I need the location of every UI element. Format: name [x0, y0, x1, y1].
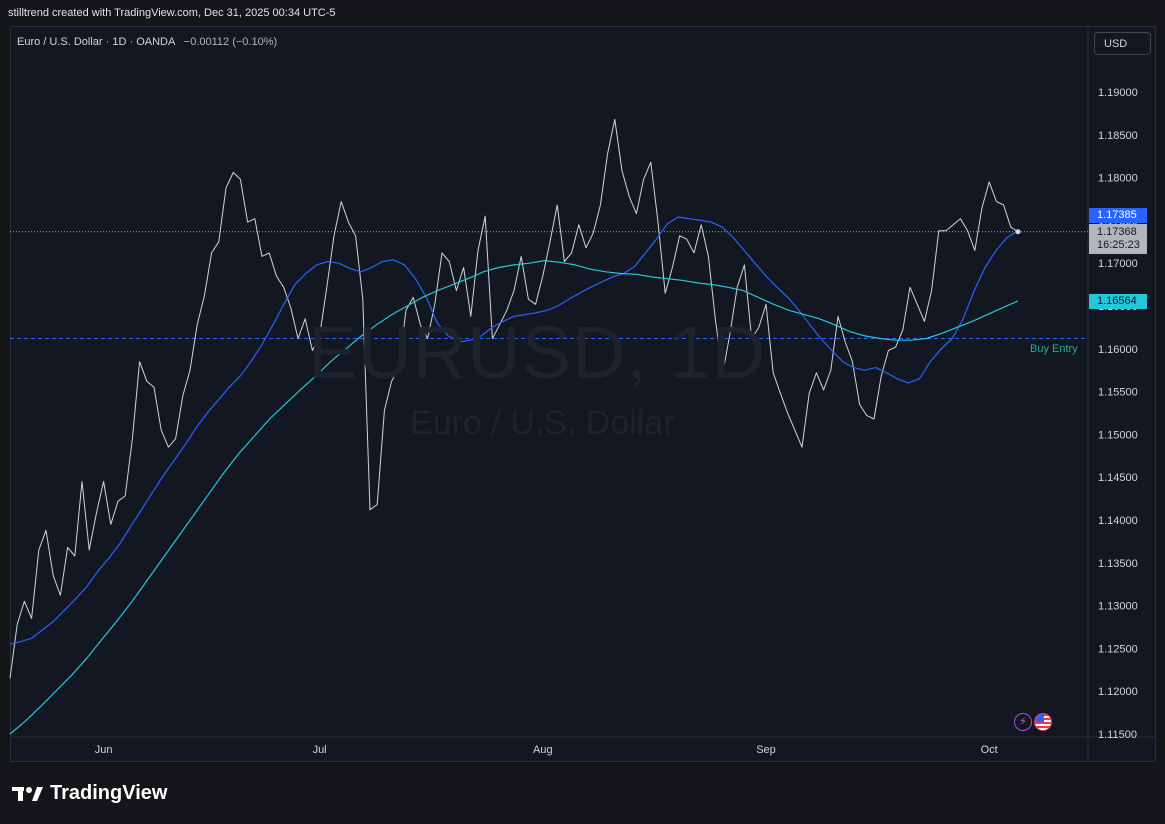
buy-entry-label: Buy Entry: [1030, 343, 1078, 355]
last-price-tag: 1.17368 16:25:23: [1089, 224, 1147, 254]
symbol-watermark-description: Euro / U.S. Dollar: [410, 404, 675, 442]
x-tick-label: Jun: [95, 744, 113, 756]
y-tick-label: 1.17000: [1098, 258, 1138, 270]
y-tick-label: 1.15000: [1098, 429, 1138, 441]
tradingview-logo-icon: [12, 786, 43, 801]
y-tick-label: 1.18500: [1098, 130, 1138, 142]
x-tick-label: Aug: [533, 744, 553, 756]
y-tick-label: 1.16000: [1098, 344, 1138, 356]
y-tick-label: 1.12500: [1098, 643, 1138, 655]
price-line-series: [9, 118, 1019, 679]
legend-symbol[interactable]: Euro / U.S. Dollar · 1D · OANDA: [17, 36, 175, 48]
symbol-legend[interactable]: Euro / U.S. Dollar · 1D · OANDA −0.00112…: [17, 36, 277, 48]
x-tick-label: Jul: [313, 744, 327, 756]
attribution-text: stilltrend created with TradingView.com,…: [8, 7, 336, 19]
y-tick-label: 1.14000: [1098, 515, 1138, 527]
legend-change: −0.00112 (−0.10%): [183, 36, 278, 48]
x-tick-label: Oct: [981, 744, 998, 756]
flash-icon[interactable]: ⚡: [1014, 713, 1032, 731]
y-tick-label: 1.13000: [1098, 601, 1138, 613]
y-tick-label: 1.18000: [1098, 173, 1138, 185]
currency-button[interactable]: USD: [1094, 32, 1151, 55]
tradingview-brand[interactable]: TradingView: [12, 782, 167, 805]
slow-ma-series: [9, 260, 1019, 735]
us-flag-icon[interactable]: [1034, 713, 1052, 731]
last-price-value: 1.17368: [1097, 226, 1137, 238]
y-tick-label: 1.12000: [1098, 686, 1138, 698]
x-tick-label: Sep: [756, 744, 776, 756]
bar-countdown: 16:25:23: [1097, 239, 1140, 251]
fast-ma-series: [9, 216, 1019, 645]
y-tick-label: 1.13500: [1098, 558, 1138, 570]
slow-ma-price-tag: 1.16564: [1089, 294, 1147, 309]
last-price-point: [1015, 229, 1021, 235]
brand-name: TradingView: [50, 782, 168, 804]
fast-ma-price-tag: 1.17385: [1089, 208, 1147, 223]
chart-frame[interactable]: [10, 26, 1156, 762]
symbol-watermark: EURUSD, 1D: [308, 311, 767, 394]
top-bar: stilltrend created with TradingView.com,…: [0, 0, 1165, 26]
y-tick-label: 1.11500: [1098, 729, 1137, 741]
y-tick-label: 1.15500: [1098, 387, 1138, 399]
y-tick-label: 1.14500: [1098, 472, 1138, 484]
y-tick-label: 1.19000: [1098, 87, 1138, 99]
